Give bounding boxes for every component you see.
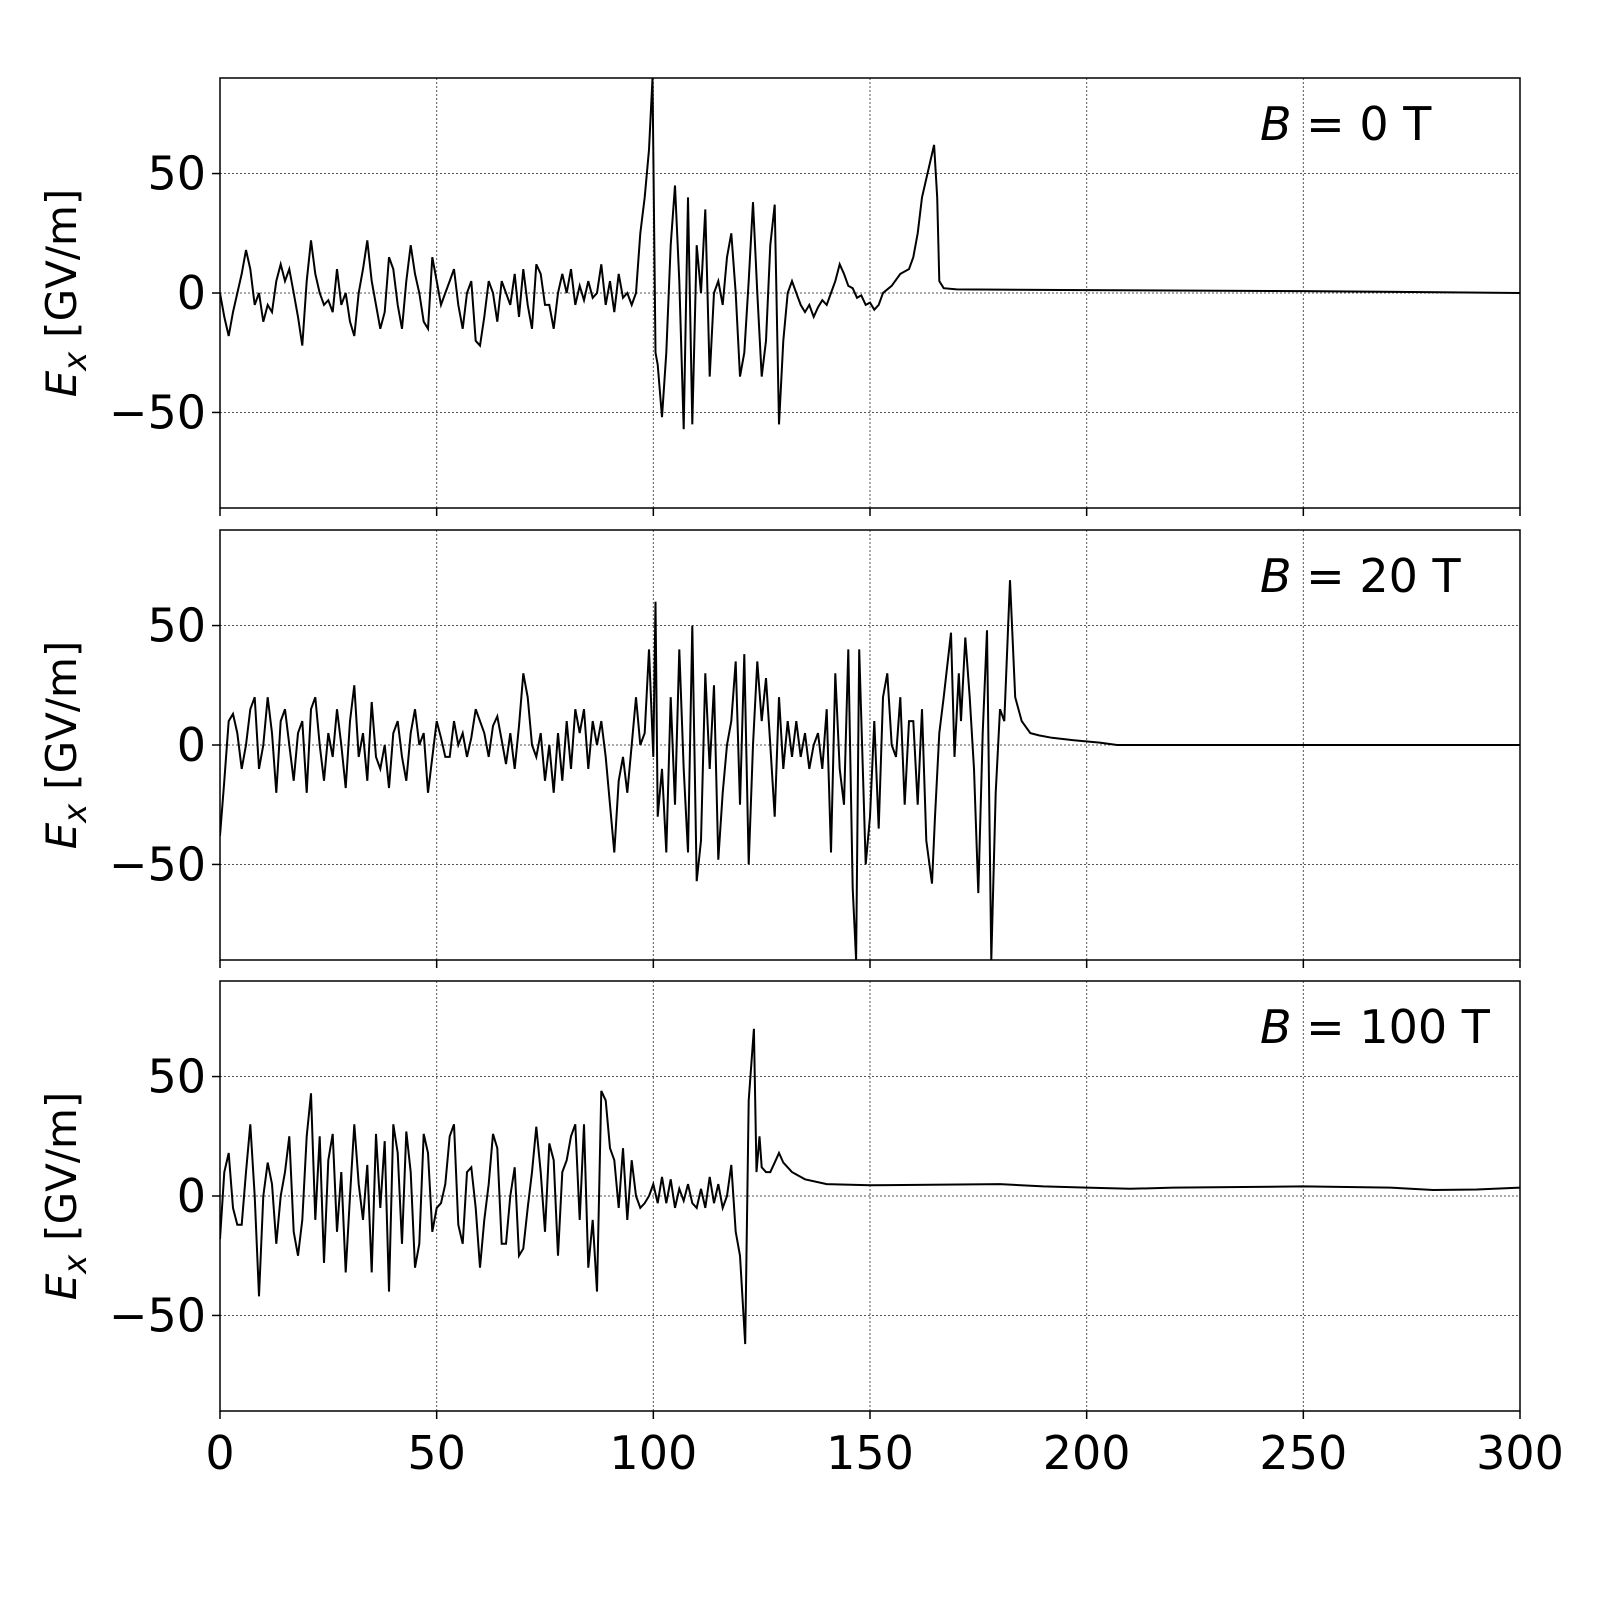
ylabel-unit: [GV/m]	[37, 641, 86, 790]
x-tick-label: 150	[826, 1426, 914, 1480]
ylabel-sub: x	[56, 803, 94, 824]
ylabel-main: E	[37, 822, 86, 849]
y-axis-label: Ex [GV/m]	[37, 641, 94, 850]
x-tick-label: 100	[609, 1426, 697, 1480]
panel-0: −50 0 50 B = 0 T Ex [GV/m]	[37, 77, 1521, 516]
y-axis-label: Ex [GV/m]	[37, 1092, 94, 1301]
axes-frame	[219, 980, 1521, 1412]
x-tick-label: 300	[1476, 1426, 1564, 1480]
x-tick-label: 50	[407, 1426, 466, 1480]
field-annotation: B = 100 T	[1260, 1000, 1491, 1054]
field-annotation: B = 20 T	[1260, 549, 1462, 603]
panel-1: −50 0 50 B = 20 T Ex [GV/m]	[37, 529, 1521, 968]
axes-frame	[219, 529, 1521, 961]
y-tick-label: −50	[109, 837, 206, 891]
x-tick-label: 0	[205, 1426, 234, 1480]
annotation-text: = 0 T	[1292, 97, 1433, 151]
y-tick-label: 0	[177, 1169, 206, 1223]
annotation-symbol: B	[1260, 549, 1292, 603]
annotation-text: = 100 T	[1292, 1000, 1491, 1054]
ylabel-unit: [GV/m]	[37, 1092, 86, 1241]
y-tick-label: 0	[177, 266, 206, 320]
series-line	[220, 78, 1520, 430]
panel-2: −50 0 50 0 50 100 150 200 250 300 B = 100 T Ex [GV/m…	[37, 980, 1564, 1480]
ylabel-sub: x	[56, 1254, 94, 1275]
y-tick-label: 50	[147, 599, 206, 653]
annotation-symbol: B	[1260, 1000, 1292, 1054]
x-tick-label: 200	[1043, 1426, 1131, 1480]
annotation-symbol: B	[1260, 97, 1292, 151]
ylabel-sub: x	[56, 351, 94, 372]
y-tick-label: 50	[147, 1050, 206, 1104]
y-tick-label: −50	[109, 1288, 206, 1342]
annotation-text: = 20 T	[1292, 549, 1462, 603]
series-line	[220, 580, 1520, 960]
y-tick-label: 50	[147, 147, 206, 201]
axes-frame	[219, 77, 1521, 509]
ylabel-main: E	[37, 370, 86, 397]
y-tick-label: 0	[177, 718, 206, 772]
series-line	[220, 1028, 1520, 1345]
ylabel-unit: [GV/m]	[37, 189, 86, 338]
ylabel-main: E	[37, 1273, 86, 1300]
x-tick-label: 250	[1259, 1426, 1347, 1480]
y-tick-label: −50	[109, 385, 206, 439]
field-annotation: B = 0 T	[1260, 97, 1432, 151]
y-axis-label: Ex [GV/m]	[37, 189, 94, 398]
